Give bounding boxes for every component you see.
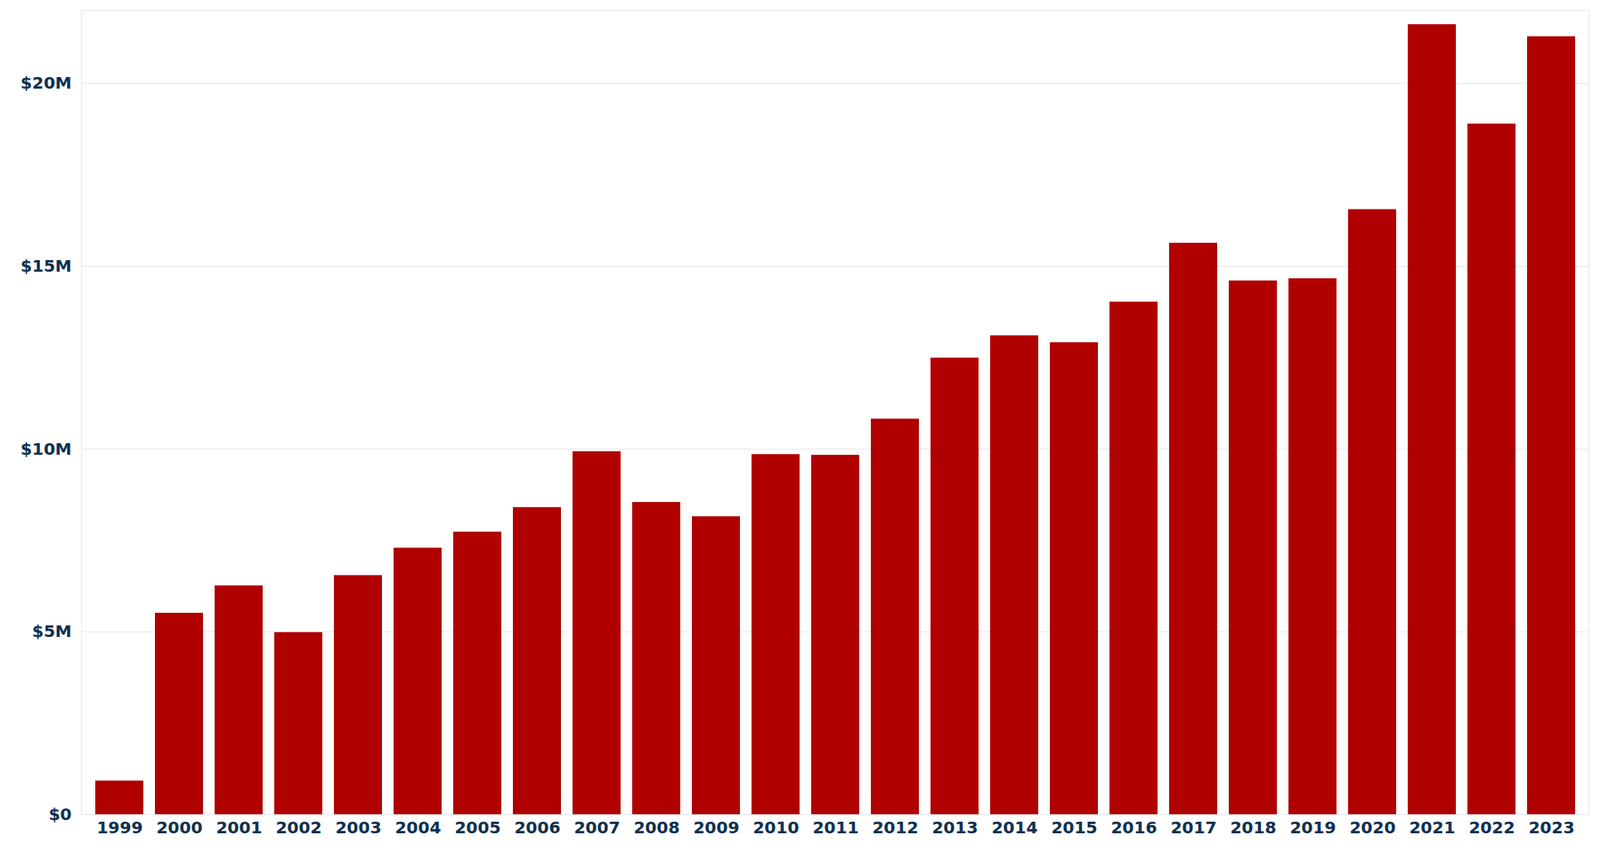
svg-text:2020: 2020 — [1349, 817, 1397, 838]
svg-text:2002: 2002 — [275, 817, 323, 838]
svg-text:2014: 2014 — [991, 817, 1039, 838]
svg-text:2008: 2008 — [633, 817, 681, 838]
svg-text:2010: 2010 — [753, 817, 800, 838]
svg-text:2004: 2004 — [395, 817, 442, 838]
svg-text:2016: 2016 — [1111, 817, 1158, 838]
svg-text:2022: 2022 — [1469, 817, 1516, 838]
svg-text:2021: 2021 — [1409, 817, 1456, 838]
svg-text:2018: 2018 — [1230, 817, 1277, 838]
svg-text:2017: 2017 — [1170, 817, 1218, 838]
svg-text:2023: 2023 — [1528, 817, 1576, 838]
svg-text:2012: 2012 — [872, 817, 919, 838]
svg-text:2007: 2007 — [574, 817, 621, 838]
svg-text:2000: 2000 — [156, 817, 204, 838]
svg-text:2015: 2015 — [1051, 817, 1098, 838]
svg-text:2019: 2019 — [1290, 817, 1337, 838]
svg-text:$5M: $5M — [32, 621, 73, 642]
svg-text:2001: 2001 — [216, 817, 263, 838]
svg-text:2006: 2006 — [514, 817, 561, 838]
svg-text:1999: 1999 — [96, 817, 144, 838]
svg-text:$20M: $20M — [20, 72, 73, 93]
svg-text:2009: 2009 — [693, 817, 740, 838]
svg-text:$0: $0 — [48, 804, 73, 825]
svg-text:2011: 2011 — [812, 817, 860, 838]
svg-text:$15M: $15M — [20, 256, 73, 276]
svg-text:2003: 2003 — [335, 817, 382, 838]
svg-text:2013: 2013 — [932, 817, 979, 838]
svg-text:2005: 2005 — [454, 817, 502, 838]
svg-text:$10M: $10M — [20, 439, 73, 460]
